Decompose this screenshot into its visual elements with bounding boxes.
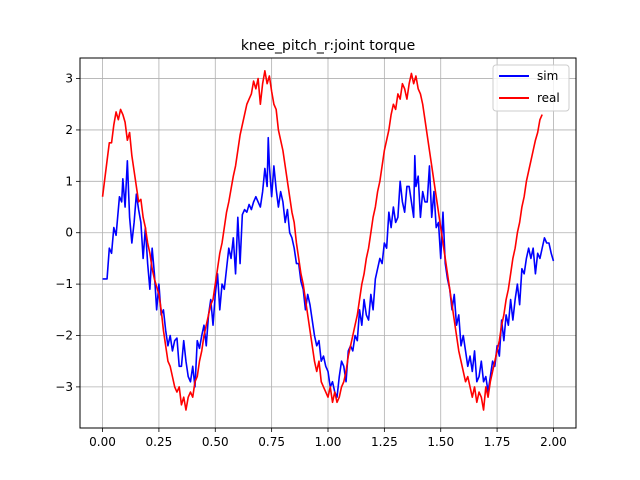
y-tick-label: −1	[55, 277, 73, 291]
chart-title: knee_pitch_r:joint torque	[241, 38, 415, 54]
x-tick-label: 0.75	[258, 435, 285, 449]
legend: sim real	[492, 64, 570, 112]
y-tick-label: 3	[65, 72, 73, 86]
series-lines	[101, 70, 555, 411]
x-tick-label: 0.00	[89, 435, 116, 449]
y-tick-label: 2	[65, 123, 73, 137]
series-line-real	[101, 70, 543, 411]
y-tick-label: 0	[65, 226, 73, 240]
x-tick-label: 2.00	[540, 435, 567, 449]
x-tick-label: 0.50	[202, 435, 229, 449]
y-tick-label: −2	[55, 329, 73, 343]
x-tick-label: 1.75	[484, 435, 511, 449]
x-tick-label: 1.25	[371, 435, 398, 449]
x-tick-label: 1.50	[427, 435, 454, 449]
y-tick-label: −3	[55, 380, 73, 394]
series-line-sim	[102, 136, 555, 398]
legend-label-real: real	[537, 91, 560, 105]
x-tick-label: 0.25	[146, 435, 173, 449]
axis-ticks: 0.00 0.25 0.50 0.75 1.00 1.25 1.50 1.75 2.00 −3 −2…	[55, 72, 567, 449]
y-tick-label: 1	[65, 174, 73, 188]
x-tick-label: 1.00	[315, 435, 342, 449]
grid	[80, 58, 576, 428]
legend-label-sim: sim	[537, 69, 558, 83]
